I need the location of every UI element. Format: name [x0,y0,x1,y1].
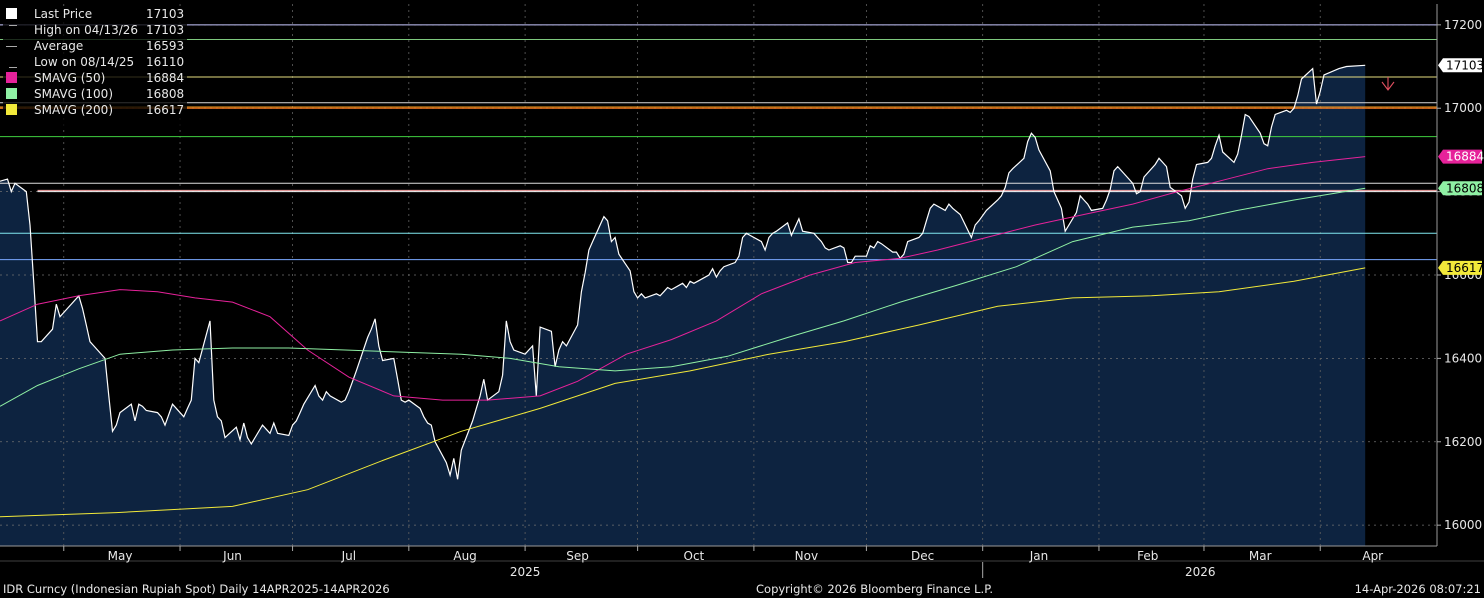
axis-value-tag [1438,260,1482,275]
chart-legend: Last Price 17103 High on 04/13/26 17103 … [3,6,187,126]
last-price-swatch [6,8,17,19]
axis-value-tag-label: 16884 [1446,150,1484,164]
x-year-label: 2025 [510,565,541,579]
legend-value: 16808 [146,87,185,101]
x-tick-label: Jul [341,549,356,563]
y-tick-label: 16200 [1444,435,1482,449]
low-marker-icon [9,56,17,68]
last-price-line [0,64,1366,480]
x-tick-label: Sep [566,549,589,563]
high-marker-icon [9,25,17,37]
legend-row-low: Low on 08/14/25 16110 [3,54,187,70]
axis-value-tag [1438,58,1482,73]
x-tick-label: Aug [453,549,476,563]
legend-label: SMAVG (50) [34,71,106,85]
smavg-100-swatch [6,88,17,99]
x-tick-label: Jun [222,549,242,563]
legend-label: Average [34,39,84,53]
legend-label: Last Price [34,7,93,21]
legend-value: 16884 [146,71,185,85]
copyright-notice: Copyright© 2026 Bloomberg Finance L.P. [756,582,993,596]
trend-down-arrow-icon [1381,77,1395,91]
axis-value-tag-label: 17103 [1446,58,1484,72]
legend-row-smavg-200: SMAVG (200) 16617 [3,102,187,118]
smavg-200-swatch [6,104,17,115]
axis-value-tag-label: 16617 [1446,261,1484,275]
y-tick-label: 17200 [1444,18,1482,32]
y-tick-label: 16000 [1444,518,1482,532]
security-description: IDR Curncy (Indonesian Rupiah Spot) Dail… [3,582,390,596]
legend-label: High on 04/13/26 [34,23,139,37]
price-area-fill [0,65,1366,547]
legend-value: 16617 [146,103,185,117]
chart-footer: IDR Curncy (Indonesian Rupiah Spot) Dail… [0,580,1484,598]
x-tick-label: May [108,549,133,563]
smavg-50-swatch [6,72,17,83]
legend-row-smavg-100: SMAVG (100) 16808 [3,86,187,102]
legend-value: 16593 [146,39,185,53]
legend-label: Low on 08/14/25 [34,55,135,69]
smavg-100-line [0,187,1366,407]
smavg-50-line [0,156,1366,401]
x-tick-label: Jan [1029,549,1049,563]
legend-value: 16110 [146,55,185,69]
legend-row-smavg-50: SMAVG (50) 16884 [3,70,187,86]
axis-value-tag [1438,181,1482,196]
x-tick-label: Nov [795,549,818,563]
legend-row-last-price: Last Price 17103 [3,6,187,22]
x-tick-label: Oct [684,549,705,563]
timestamp: 14-Apr-2026 08:07:21 [1354,582,1481,596]
x-tick-label: Apr [1362,549,1383,563]
price-chart: 1600016200164001660016800170001720017103… [0,4,1484,579]
x-tick-label: Mar [1249,549,1272,563]
legend-value: 17103 [146,23,185,37]
y-tick-label: 17000 [1444,101,1482,115]
legend-row-average: Average 16593 [3,38,187,54]
x-tick-label: Feb [1137,549,1158,563]
x-tick-label: Dec [911,549,934,563]
legend-label: SMAVG (200) [34,103,114,117]
axis-value-tag-label: 16808 [1446,181,1484,195]
x-year-label: 2026 [1185,565,1216,579]
average-marker-icon [6,46,17,47]
smavg-200-line [0,267,1366,518]
legend-label: SMAVG (100) [34,87,114,101]
legend-row-high: High on 04/13/26 17103 [3,22,187,38]
y-tick-label: 16400 [1444,351,1482,365]
legend-value: 17103 [146,7,185,21]
axis-value-tag [1438,149,1482,164]
